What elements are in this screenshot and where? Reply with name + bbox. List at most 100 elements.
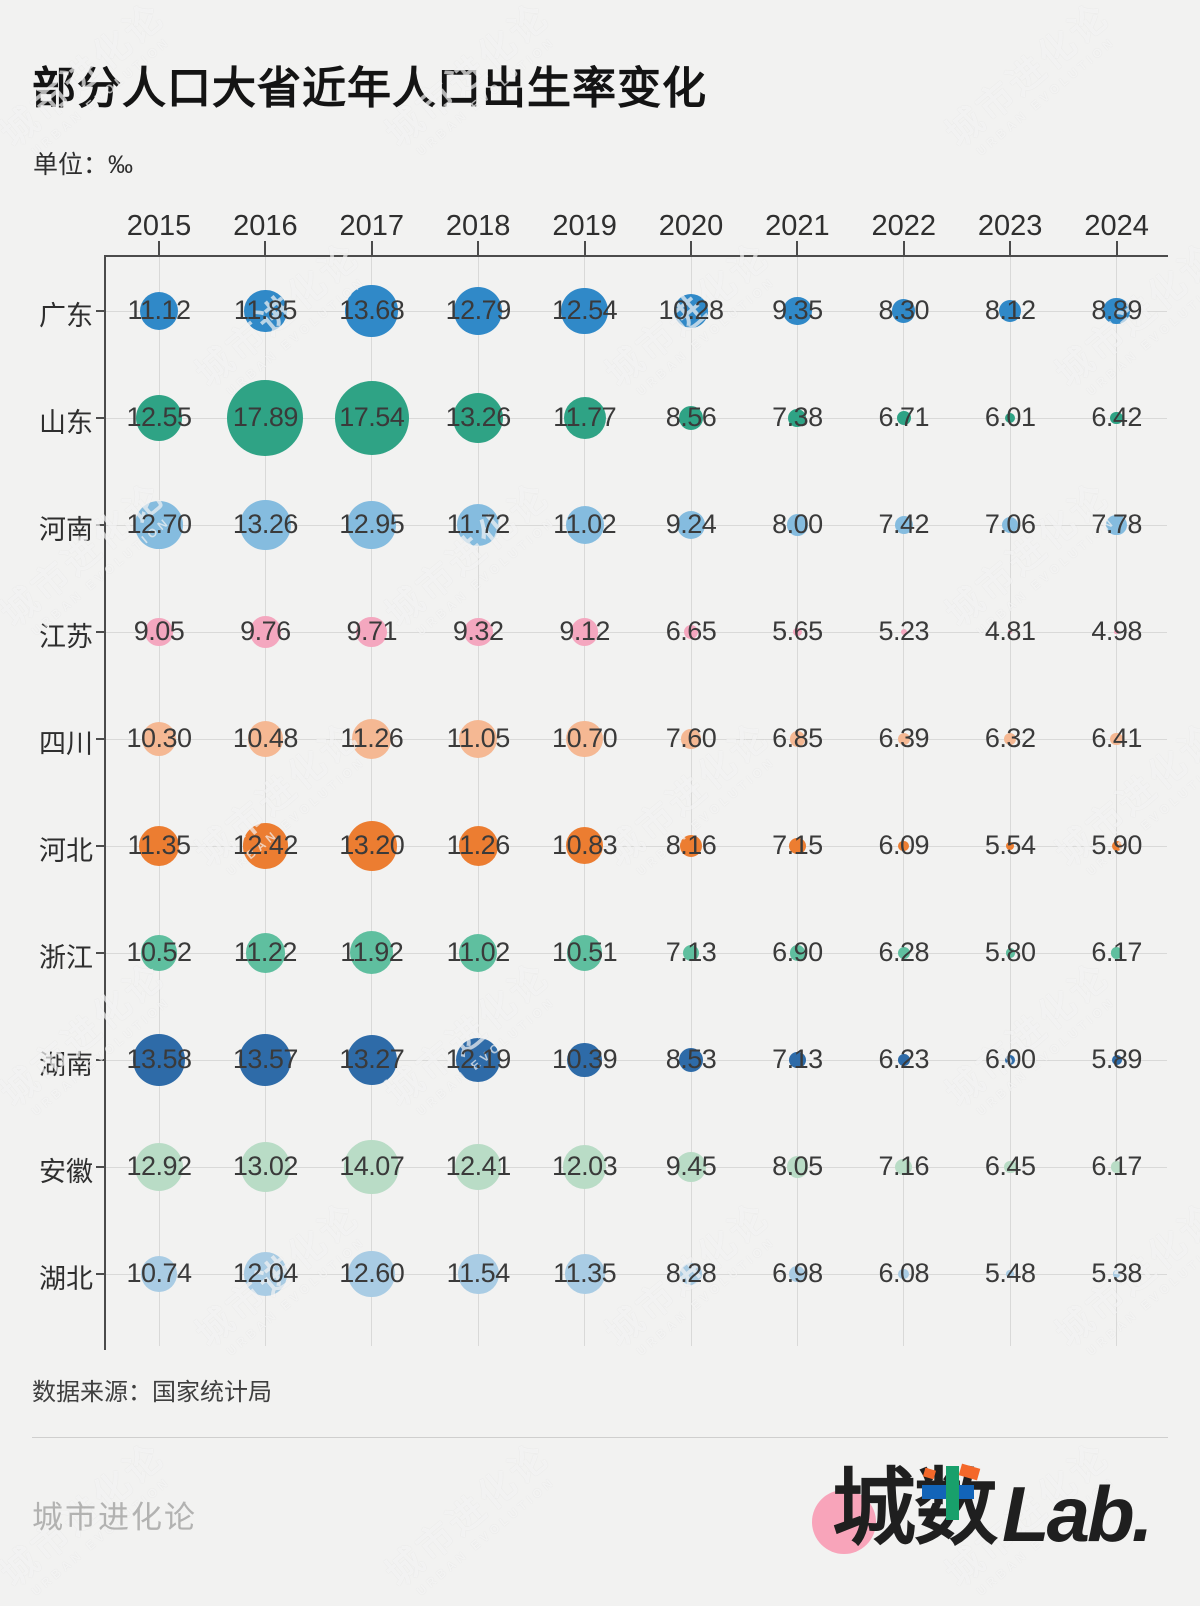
- year-label: 2018: [445, 210, 511, 242]
- bubble: [789, 1266, 806, 1282]
- bubble: [897, 1054, 910, 1066]
- bubble-value: 11.35: [553, 1258, 617, 1288]
- bubble-value: 12.42: [232, 830, 299, 860]
- bubble: [459, 719, 498, 759]
- year-label: 2015: [126, 210, 192, 242]
- bubble-value: 8.28: [665, 1258, 717, 1288]
- bubble-value: 5.23: [878, 616, 930, 646]
- bubble-value: 6.90: [772, 937, 823, 967]
- row-tick: [96, 524, 105, 526]
- province-label: 浙江: [39, 943, 93, 973]
- bubble: [897, 732, 911, 746]
- row-tick: [96, 845, 105, 847]
- bubble-value: 12.79: [445, 295, 512, 325]
- bubble: [453, 392, 504, 444]
- axis-top-border: [105, 255, 1168, 257]
- bubble-value: 7.78: [1091, 509, 1142, 539]
- bubble: [793, 627, 802, 637]
- bubble-value: 6.65: [665, 616, 717, 646]
- bubble-value: 5.54: [984, 830, 1036, 860]
- bubble: [789, 945, 806, 961]
- bubble: [1003, 1160, 1017, 1174]
- bubble-value: 6.00: [984, 1044, 1036, 1074]
- bubble-value: 8.12: [984, 295, 1036, 325]
- bubble: [240, 499, 291, 551]
- bubble-value: 10.83: [552, 830, 618, 860]
- bubble-value: 6.28: [878, 937, 930, 967]
- bubble-value: 11.35: [127, 830, 191, 860]
- bubble: [566, 935, 603, 971]
- bubble: [227, 380, 304, 456]
- bubble-value: 12.03: [552, 1151, 618, 1181]
- row-gridline: [105, 524, 1167, 526]
- bubble-value: 7.15: [772, 830, 823, 860]
- bubble: [243, 1252, 288, 1296]
- bubble-value: 6.98: [772, 1258, 823, 1288]
- bubble: [789, 1051, 806, 1069]
- bubble: [140, 1255, 178, 1293]
- row-tick: [96, 1273, 105, 1275]
- bubble-value: 6.32: [984, 723, 1036, 753]
- bubble: [459, 933, 498, 973]
- province-label: 湖南: [39, 1050, 93, 1080]
- bubble-value: 10.70: [552, 723, 618, 753]
- bubble-value: 6.71: [878, 402, 930, 432]
- year-tick: [477, 241, 480, 257]
- bubble-value: 12.19: [445, 1044, 512, 1074]
- bubble-value: 12.60: [339, 1258, 405, 1288]
- bubble: [1004, 732, 1017, 746]
- bubble-value: 11.85: [233, 295, 298, 325]
- bubble: [679, 1262, 703, 1286]
- bubble: [678, 1047, 704, 1073]
- row-gridline: [105, 310, 1167, 312]
- bubble-value: 6.41: [1091, 723, 1142, 753]
- bubble: [562, 1145, 607, 1189]
- row-tick: [96, 310, 105, 312]
- bubble-value: 8.53: [665, 1044, 717, 1074]
- bubble-value: 7.06: [984, 509, 1036, 539]
- bubble: [345, 284, 399, 338]
- bubble: [239, 1033, 292, 1087]
- bubble: [139, 826, 179, 866]
- bubble-value: 5.89: [1091, 1044, 1142, 1074]
- bubble: [135, 501, 183, 549]
- province-label: 湖北: [39, 1264, 93, 1294]
- footer-brand-text: 城市进化论: [32, 1500, 197, 1535]
- bubble-value: 6.23: [878, 1044, 930, 1074]
- bubble: [674, 294, 708, 328]
- bubble: [245, 933, 285, 973]
- bubble: [1004, 1054, 1016, 1066]
- bubble: [679, 834, 703, 858]
- bubble: [139, 291, 179, 331]
- bubble-value: 12.55: [126, 402, 192, 432]
- bubble: [561, 287, 608, 335]
- bubble: [247, 721, 283, 757]
- bubble: [1005, 948, 1015, 958]
- bubble: [1002, 516, 1019, 534]
- data-source-label: 数据来源：国家统计局: [32, 1379, 272, 1406]
- bubble-value: 13.26: [232, 509, 299, 539]
- bubble: [897, 947, 910, 959]
- bubble-value: 12.92: [126, 1151, 192, 1181]
- bubble-value: 9.45: [665, 1151, 717, 1181]
- row-gridline: [105, 1273, 1167, 1275]
- bubble-value: 5.48: [984, 1258, 1036, 1288]
- bubble-value: 11.02: [553, 509, 617, 539]
- bubble-value: 12.41: [445, 1151, 512, 1181]
- footer-divider: [32, 1437, 1168, 1438]
- bubble: [676, 510, 706, 540]
- bubble: [463, 617, 493, 647]
- year-label: 2022: [871, 210, 937, 242]
- bubble: [1110, 732, 1123, 746]
- bubble: [1103, 297, 1130, 325]
- province-label: 安徽: [39, 1157, 93, 1187]
- year-gridline: [796, 257, 798, 1346]
- bubble: [676, 1152, 706, 1182]
- year-tick: [1115, 241, 1118, 257]
- bubble-value: 9.05: [133, 616, 185, 646]
- bubble: [564, 1254, 605, 1294]
- bubble-value: 11.05: [446, 723, 511, 753]
- bubble: [898, 1268, 910, 1280]
- bubble-value: 10.30: [126, 723, 192, 753]
- bubble: [334, 381, 409, 455]
